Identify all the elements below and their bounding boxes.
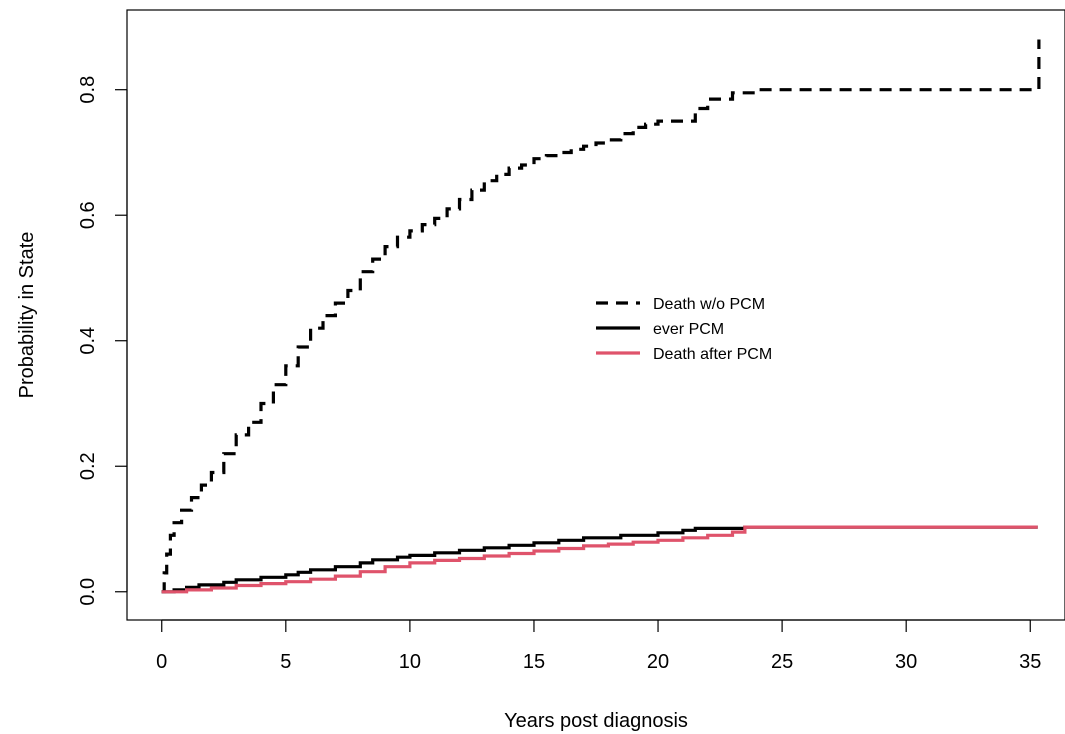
x-axis-label: Years post diagnosis bbox=[504, 710, 688, 732]
x-tick-label: 5 bbox=[280, 651, 291, 673]
series-line-1 bbox=[161, 525, 1038, 594]
y-tick-label: 0.0 bbox=[77, 578, 99, 606]
series-line-2 bbox=[161, 525, 1038, 594]
x-tick-label: 10 bbox=[399, 651, 421, 673]
x-tick-label: 35 bbox=[1019, 651, 1041, 673]
series-line-0 bbox=[161, 39, 1041, 594]
legend-label: Death w/o PCM bbox=[653, 296, 765, 313]
y-tick-label: 0.8 bbox=[77, 76, 99, 104]
x-tick-label: 0 bbox=[156, 651, 167, 673]
legend: Death w/o PCM ever PCM Death after PCM bbox=[596, 296, 772, 363]
legend-label: Death after PCM bbox=[653, 346, 772, 363]
series-layer bbox=[161, 39, 1041, 594]
y-tick-label: 0.2 bbox=[77, 452, 99, 480]
y-axis-label: Probability in State bbox=[16, 232, 38, 399]
x-tick-label: 25 bbox=[771, 651, 793, 673]
legend-label: ever PCM bbox=[653, 321, 724, 338]
x-tick-label: 30 bbox=[895, 651, 917, 673]
x-tick-label: 15 bbox=[523, 651, 545, 673]
y-axis: 0.0 0.2 0.4 0.6 0.8 bbox=[77, 76, 128, 606]
y-tick-label: 0.4 bbox=[77, 327, 99, 355]
y-tick-label: 0.6 bbox=[77, 201, 99, 229]
x-tick-label: 20 bbox=[647, 651, 669, 673]
x-axis: 0 5 10 15 20 25 30 35 bbox=[156, 619, 1041, 673]
